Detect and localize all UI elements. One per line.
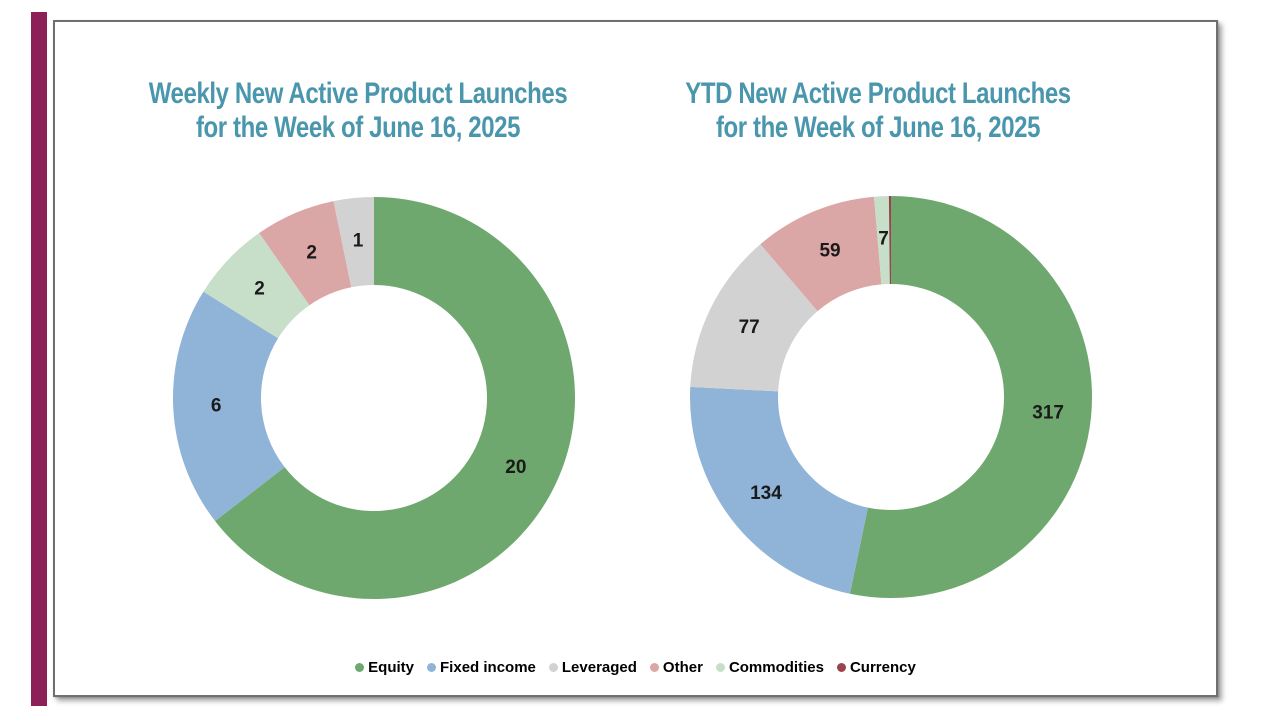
slice-value-label-commodities: 7 <box>878 229 889 250</box>
slice-value-label-fixed-income: 134 <box>750 483 782 504</box>
donut-slice-fixed-income <box>172 291 285 522</box>
donut-slice-fixed-income <box>689 386 868 594</box>
weekly-donut-chart: 20 6 2 2 1 <box>172 197 575 599</box>
legend-label-equity: Equity <box>368 658 415 676</box>
legend-swatch-fixed-income <box>427 662 437 672</box>
slice-value-label-fixed-income: 6 <box>211 396 222 417</box>
slice-value-label-equity: 20 <box>505 457 526 478</box>
legend-item-other: Other <box>649 658 703 676</box>
donut-slice-commodities <box>874 196 890 285</box>
slice-value-label-equity: 317 <box>1032 403 1064 424</box>
weekly-chart-title: Weekly New Active Product Launches for t… <box>118 77 598 145</box>
legend-label-fixed-income: Fixed income <box>440 658 536 676</box>
legend-item-fixed-income: Fixed income <box>427 659 536 676</box>
legend-item-currency: Currency <box>836 658 916 676</box>
ytd-donut-chart: 317 134 77 59 7 <box>689 195 1093 599</box>
donut-slice-commodities <box>203 233 310 339</box>
legend-swatch-other <box>649 662 659 672</box>
donut-slice-leveraged <box>690 244 818 392</box>
weekly-chart-title-line2: for the Week of June 16, 2025 <box>195 110 521 144</box>
slice-value-label-commodities: 2 <box>254 279 265 300</box>
legend-item-leveraged: Leveraged <box>548 658 637 676</box>
donut-slice-other <box>259 201 352 306</box>
legend-item-equity: Equity <box>355 659 414 676</box>
legend-label-leveraged: Leveraged <box>561 658 637 676</box>
legend-label-currency: Currency <box>849 658 916 676</box>
report-canvas: Weekly New Active Product Launches for t… <box>53 20 1218 697</box>
slice-value-label-leveraged: 77 <box>739 317 760 338</box>
donut-slice-leveraged <box>333 197 374 288</box>
legend-swatch-commodities <box>715 662 725 672</box>
ytd-chart-title: YTD New Active Product Launches for the … <box>638 77 1118 145</box>
ytd-chart-title-line2: for the Week of June 16, 2025 <box>715 110 1041 144</box>
ytd-chart-title-line1: YTD New Active Product Launches <box>685 77 1071 110</box>
weekly-chart-title-line1: Weekly New Active Product Launches <box>148 77 568 110</box>
legend-item-commodities: Commodities <box>715 658 824 676</box>
chart-legend: Equity Fixed income Leveraged Other Comm… <box>55 655 1216 679</box>
left-accent-bar <box>31 12 47 706</box>
slice-value-label-other: 2 <box>306 242 317 263</box>
legend-swatch-equity <box>355 662 365 672</box>
donut-slice-equity <box>215 197 575 599</box>
donut-slice-other <box>760 196 882 312</box>
slice-value-label-leveraged: 1 <box>353 230 364 251</box>
legend-label-other: Other <box>662 658 703 676</box>
donut-slice-equity <box>849 196 1093 599</box>
slice-value-label-other: 59 <box>819 241 840 262</box>
legend-swatch-currency <box>836 662 846 672</box>
legend-swatch-leveraged <box>548 662 558 672</box>
legend-label-commodities: Commodities <box>728 658 824 676</box>
donut-slice-currency <box>888 195 891 285</box>
